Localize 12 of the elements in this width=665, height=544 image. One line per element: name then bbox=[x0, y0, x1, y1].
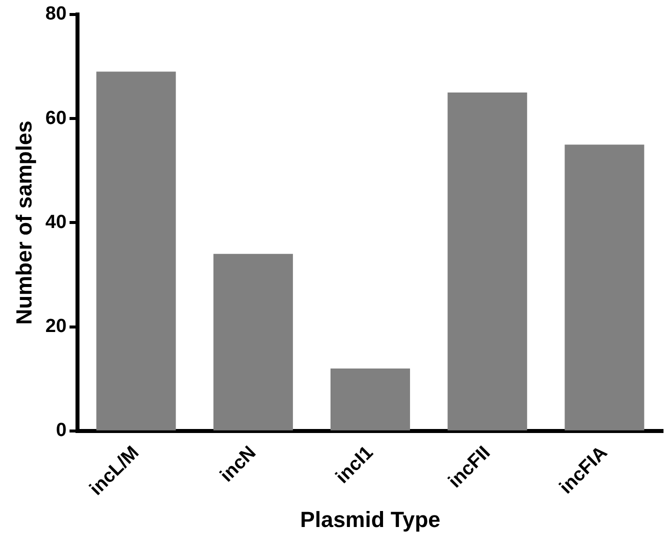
bar bbox=[448, 92, 528, 430]
bar bbox=[564, 144, 644, 430]
y-tick-label: 60 bbox=[45, 108, 67, 129]
y-axis-title: Number of samples bbox=[11, 120, 36, 325]
bar bbox=[330, 368, 410, 430]
x-axis-title: Plasmid Type bbox=[300, 506, 440, 532]
bar bbox=[96, 72, 176, 430]
bar bbox=[213, 254, 293, 430]
y-tick-label: 20 bbox=[45, 316, 67, 338]
y-tick-label: 80 bbox=[45, 4, 67, 25]
y-tick-label: 40 bbox=[45, 212, 67, 233]
y-tick-label: 0 bbox=[56, 420, 67, 442]
